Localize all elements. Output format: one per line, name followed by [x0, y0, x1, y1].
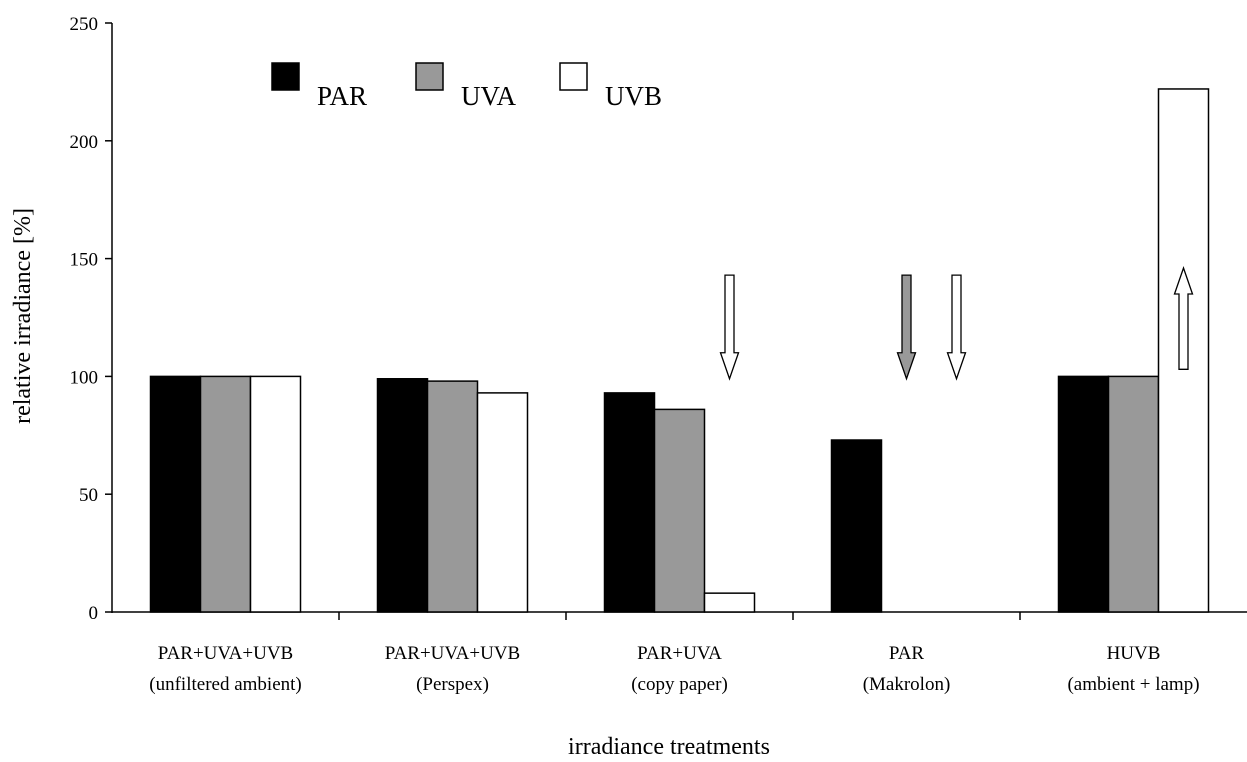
bar-par: [1059, 376, 1109, 612]
bar-uvb: [251, 376, 301, 612]
legend-label-uvb: UVB: [605, 81, 662, 111]
x-axis-title: irradiance treatments: [568, 734, 770, 757]
bar-uva: [201, 376, 251, 612]
bar-uva: [655, 409, 705, 612]
y-tick-label: 150: [70, 250, 99, 271]
legend-label-par: PAR: [317, 81, 367, 111]
x-tick-sublabel: (Perspex): [416, 674, 489, 695]
legend-label-uva: UVA: [461, 81, 517, 111]
bar-par: [832, 440, 882, 612]
bar-uvb: [478, 393, 528, 612]
legend-swatch-par: [272, 63, 299, 90]
legend-swatch-uva: [416, 63, 443, 90]
y-tick-label: 250: [70, 14, 99, 35]
x-tick-sublabel: (unfiltered ambient): [149, 674, 301, 695]
y-axis-title: relative irradiance [%]: [10, 208, 36, 424]
bar-par: [378, 379, 428, 612]
bar-uva: [428, 381, 478, 612]
bar-par: [605, 393, 655, 612]
x-tick-label: PAR+UVA+UVB: [385, 643, 520, 664]
down-arrow: [721, 275, 739, 379]
bar-uva: [1109, 376, 1159, 612]
y-tick-label: 100: [70, 367, 99, 388]
x-tick-label: PAR+UVA: [637, 643, 722, 664]
bar-par: [151, 376, 201, 612]
x-tick-label: PAR+UVA+UVB: [158, 643, 293, 664]
down-arrow: [948, 275, 966, 379]
x-tick-sublabel: (Makrolon): [863, 674, 951, 695]
x-tick-label: PAR: [889, 643, 925, 664]
y-tick-label: 0: [89, 603, 99, 624]
y-tick-label: 200: [70, 132, 99, 153]
bar-uvb: [705, 593, 755, 612]
x-tick-sublabel: (ambient + lamp): [1067, 674, 1199, 695]
arrows: [721, 268, 1193, 379]
legend: PAR UVA UVB: [272, 63, 662, 111]
x-tick-sublabel: (copy paper): [631, 674, 728, 695]
legend-swatch-uvb: [560, 63, 587, 90]
down-arrow: [898, 275, 916, 379]
bars: [151, 89, 1209, 612]
y-tick-label: 50: [79, 485, 98, 506]
x-tick-label: HUVB: [1107, 643, 1161, 664]
